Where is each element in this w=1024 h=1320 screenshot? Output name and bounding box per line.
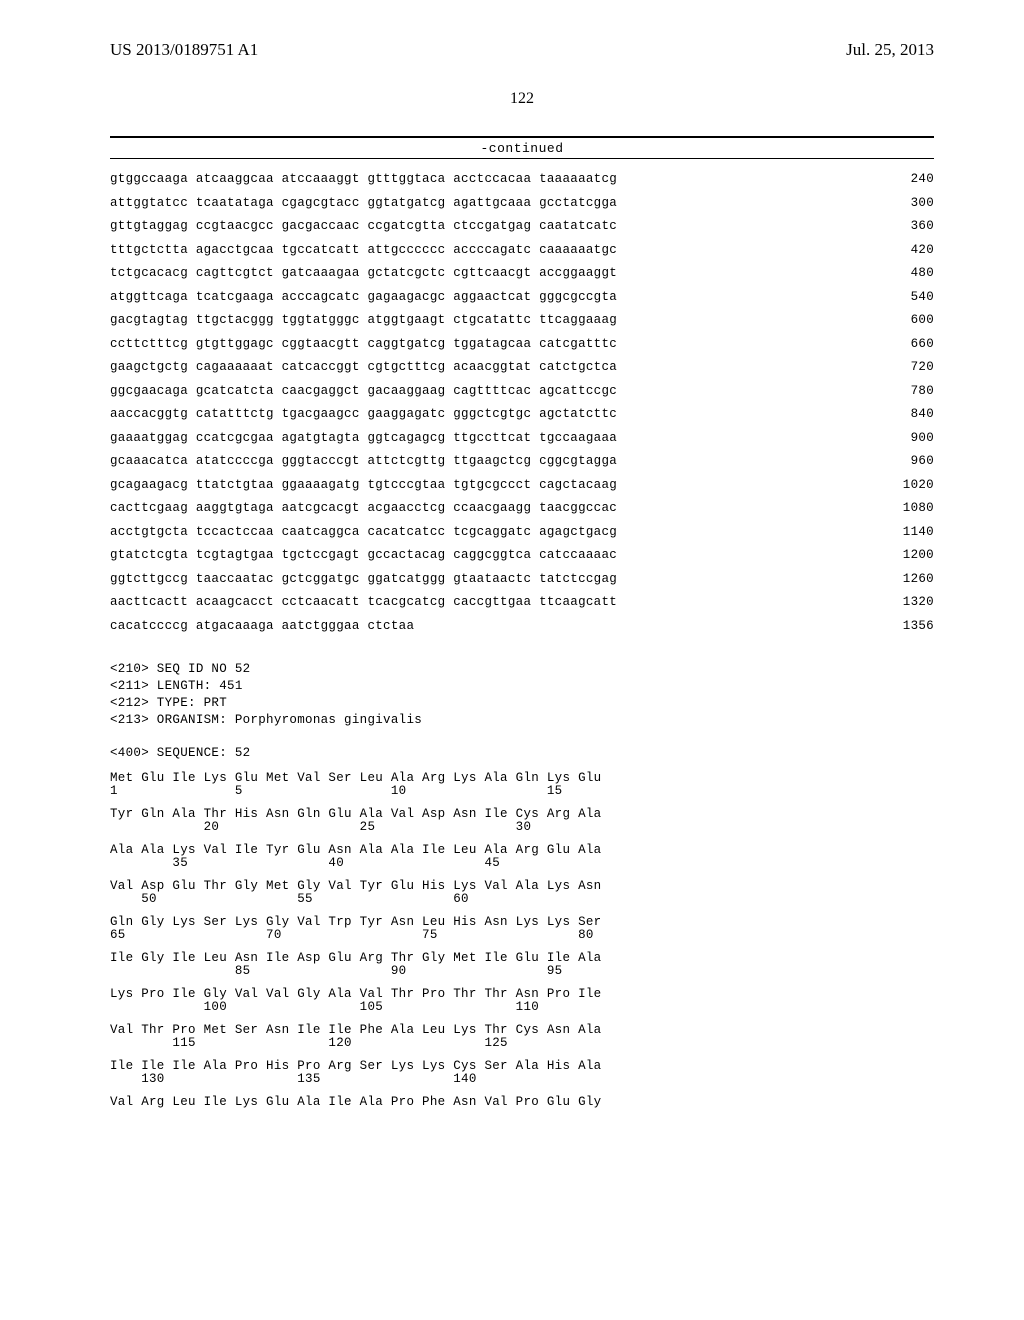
dna-row: cacatccccg atgacaaaga aatctgggaa ctctaa1… bbox=[110, 620, 934, 633]
dna-row: gcagaagacg ttatctgtaa ggaaaagatg tgtcccg… bbox=[110, 479, 934, 492]
dna-row: ggtcttgccg taaccaatac gctcggatgc ggatcat… bbox=[110, 573, 934, 586]
dna-row: cacttcgaag aaggtgtaga aatcgcacgt acgaacc… bbox=[110, 502, 934, 515]
publication-number: US 2013/0189751 A1 bbox=[110, 40, 258, 60]
dna-row: gaaaatggag ccatcgcgaa agatgtagta ggtcaga… bbox=[110, 432, 934, 445]
dna-row: acctgtgcta tccactccaa caatcaggca cacatca… bbox=[110, 526, 934, 539]
page-number: 122 bbox=[110, 90, 934, 108]
dna-sequence-listing: gtggccaaga atcaaggcaa atccaaaggt gtttggt… bbox=[110, 173, 934, 643]
protein-row: Tyr Gln Ala Thr His Asn Gln Glu Ala Val … bbox=[110, 808, 934, 833]
protein-row: Ile Gly Ile Leu Asn Ile Asp Glu Arg Thr … bbox=[110, 952, 934, 977]
dna-row: gtatctcgta tcgtagtgaa tgctccgagt gccacta… bbox=[110, 549, 934, 562]
dna-row: gcaaacatca atatccccga gggtacccgt attctcg… bbox=[110, 455, 934, 468]
dna-row: aaccacggtg catatttctg tgacgaagcc gaaggag… bbox=[110, 408, 934, 421]
dna-row: ggcgaacaga gcatcatcta caacgaggct gacaagg… bbox=[110, 385, 934, 398]
protein-sequence-listing: Met Glu Ile Lys Glu Met Val Ser Leu Ala … bbox=[110, 772, 934, 1109]
dna-row: tttgctctta agacctgcaa tgccatcatt attgccc… bbox=[110, 244, 934, 257]
dna-row: tctgcacacg cagttcgtct gatcaaagaa gctatcg… bbox=[110, 267, 934, 280]
dna-row: atggttcaga tcatcgaaga acccagcatc gagaaga… bbox=[110, 291, 934, 304]
dna-row: gttgtaggag ccgtaacgcc gacgaccaac ccgatcg… bbox=[110, 220, 934, 233]
protein-row: Ile Ile Ile Ala Pro His Pro Arg Ser Lys … bbox=[110, 1060, 934, 1085]
protein-row: Lys Pro Ile Gly Val Val Gly Ala Val Thr … bbox=[110, 988, 934, 1013]
protein-row: Met Glu Ile Lys Glu Met Val Ser Leu Ala … bbox=[110, 772, 934, 797]
dna-row: ccttctttcg gtgttggagc cggtaacgtt caggtga… bbox=[110, 338, 934, 351]
dna-row: gtggccaaga atcaaggcaa atccaaaggt gtttggt… bbox=[110, 173, 934, 186]
dna-row: gacgtagtag ttgctacggg tggtatgggc atggtga… bbox=[110, 314, 934, 327]
protein-row: Val Thr Pro Met Ser Asn Ile Ile Phe Ala … bbox=[110, 1024, 934, 1049]
continued-label: -continued bbox=[110, 138, 934, 158]
publication-date: Jul. 25, 2013 bbox=[846, 40, 934, 60]
protein-row: Val Arg Leu Ile Lys Glu Ala Ile Ala Pro … bbox=[110, 1096, 934, 1109]
rule-bottom bbox=[110, 158, 934, 159]
dna-row: attggtatcc tcaatataga cgagcgtacc ggtatga… bbox=[110, 197, 934, 210]
sequence-header-block: <210> SEQ ID NO 52 <211> LENGTH: 451 <21… bbox=[110, 661, 934, 762]
protein-row: Gln Gly Lys Ser Lys Gly Val Trp Tyr Asn … bbox=[110, 916, 934, 941]
dna-row: gaagctgctg cagaaaaaat catcaccggt cgtgctt… bbox=[110, 361, 934, 374]
protein-row: Ala Ala Lys Val Ile Tyr Glu Asn Ala Ala … bbox=[110, 844, 934, 869]
protein-row: Val Asp Glu Thr Gly Met Gly Val Tyr Glu … bbox=[110, 880, 934, 905]
dna-row: aacttcactt acaagcacct cctcaacatt tcacgca… bbox=[110, 596, 934, 609]
